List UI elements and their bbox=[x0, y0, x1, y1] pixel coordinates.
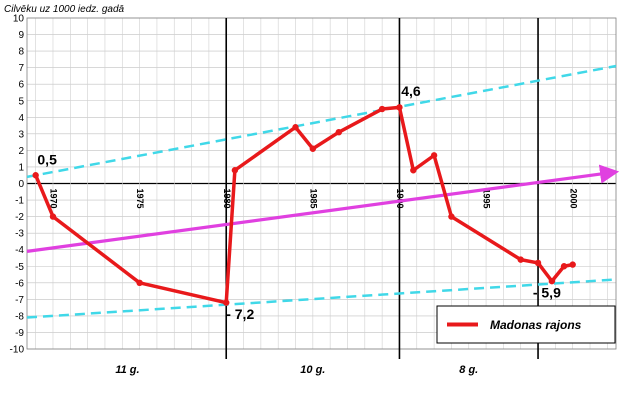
y-tick-label: -6 bbox=[15, 278, 24, 289]
data-point bbox=[560, 263, 568, 270]
value-annotation: 4,6 bbox=[401, 83, 421, 99]
data-point bbox=[430, 152, 438, 159]
data-point bbox=[231, 167, 239, 174]
y-tick-label: -10 bbox=[10, 345, 25, 356]
y-tick-label: 4 bbox=[18, 113, 24, 124]
data-point bbox=[569, 261, 576, 268]
data-point bbox=[410, 167, 417, 174]
y-tick-label: -8 bbox=[15, 311, 24, 322]
data-point bbox=[534, 259, 542, 267]
legend-label: Madonas rajons bbox=[490, 318, 582, 332]
x-axis-ticks: 1970197519801985199019952000 bbox=[49, 189, 579, 209]
data-point bbox=[335, 128, 343, 136]
y-tick-label: 3 bbox=[18, 129, 24, 140]
chart-title: Cilvēku uz 1000 iedz. gadā bbox=[4, 4, 125, 15]
y-tick-label: 5 bbox=[18, 96, 24, 107]
data-point bbox=[548, 277, 556, 285]
y-tick-label: 6 bbox=[18, 80, 24, 91]
data-series bbox=[32, 104, 576, 306]
y-tick-label: -7 bbox=[15, 295, 24, 306]
data-point bbox=[136, 279, 143, 286]
y-tick-label: 8 bbox=[18, 47, 24, 58]
y-tick-label: 2 bbox=[18, 146, 24, 157]
period-label: 10 g. bbox=[300, 364, 325, 376]
y-tick-label: -2 bbox=[15, 212, 24, 223]
data-point bbox=[309, 145, 317, 152]
data-point bbox=[448, 213, 455, 220]
y-tick-label: -1 bbox=[15, 196, 24, 207]
period-labels: 11 g. 10 g. 8 g. bbox=[115, 364, 478, 376]
dashed-trend-line bbox=[26, 278, 617, 319]
value-annotation: - 7,2 bbox=[226, 306, 254, 322]
dashed-trend-line bbox=[26, 64, 617, 179]
y-tick-label: -4 bbox=[15, 245, 24, 256]
value-annotation: - 5,9 bbox=[533, 285, 561, 301]
data-point bbox=[378, 105, 386, 113]
y-tick-label: -5 bbox=[15, 262, 24, 273]
trend-arrow bbox=[26, 164, 620, 253]
y-tick-label: 1 bbox=[18, 162, 24, 173]
y-tick-label: 9 bbox=[18, 30, 24, 41]
y-tick-label: 7 bbox=[18, 63, 24, 74]
x-tick-label: 1995 bbox=[482, 189, 492, 209]
value-annotation: 0,5 bbox=[37, 151, 57, 167]
period-label: 11 g. bbox=[115, 364, 139, 376]
trend-lines bbox=[26, 64, 620, 319]
y-tick-label: 0 bbox=[18, 179, 24, 190]
series-line bbox=[34, 105, 574, 305]
legend: Madonas rajons bbox=[436, 305, 616, 344]
x-tick-label: 1975 bbox=[135, 189, 145, 209]
y-tick-label: 10 bbox=[13, 14, 25, 25]
data-point bbox=[49, 213, 57, 220]
period-label: 8 g. bbox=[459, 364, 478, 376]
data-point bbox=[292, 124, 299, 131]
x-tick-label: 1985 bbox=[308, 189, 318, 209]
value-annotations: 0,5 4,6 - 7,2 - 5,9 bbox=[37, 83, 561, 322]
y-tick-label: -3 bbox=[15, 229, 24, 240]
data-point bbox=[517, 256, 524, 263]
x-tick-label: 1970 bbox=[49, 189, 59, 209]
data-point bbox=[396, 104, 403, 111]
y-tick-label: -9 bbox=[15, 328, 24, 339]
data-point bbox=[32, 172, 39, 179]
x-tick-label: 2000 bbox=[568, 189, 578, 209]
data-point bbox=[223, 299, 230, 306]
